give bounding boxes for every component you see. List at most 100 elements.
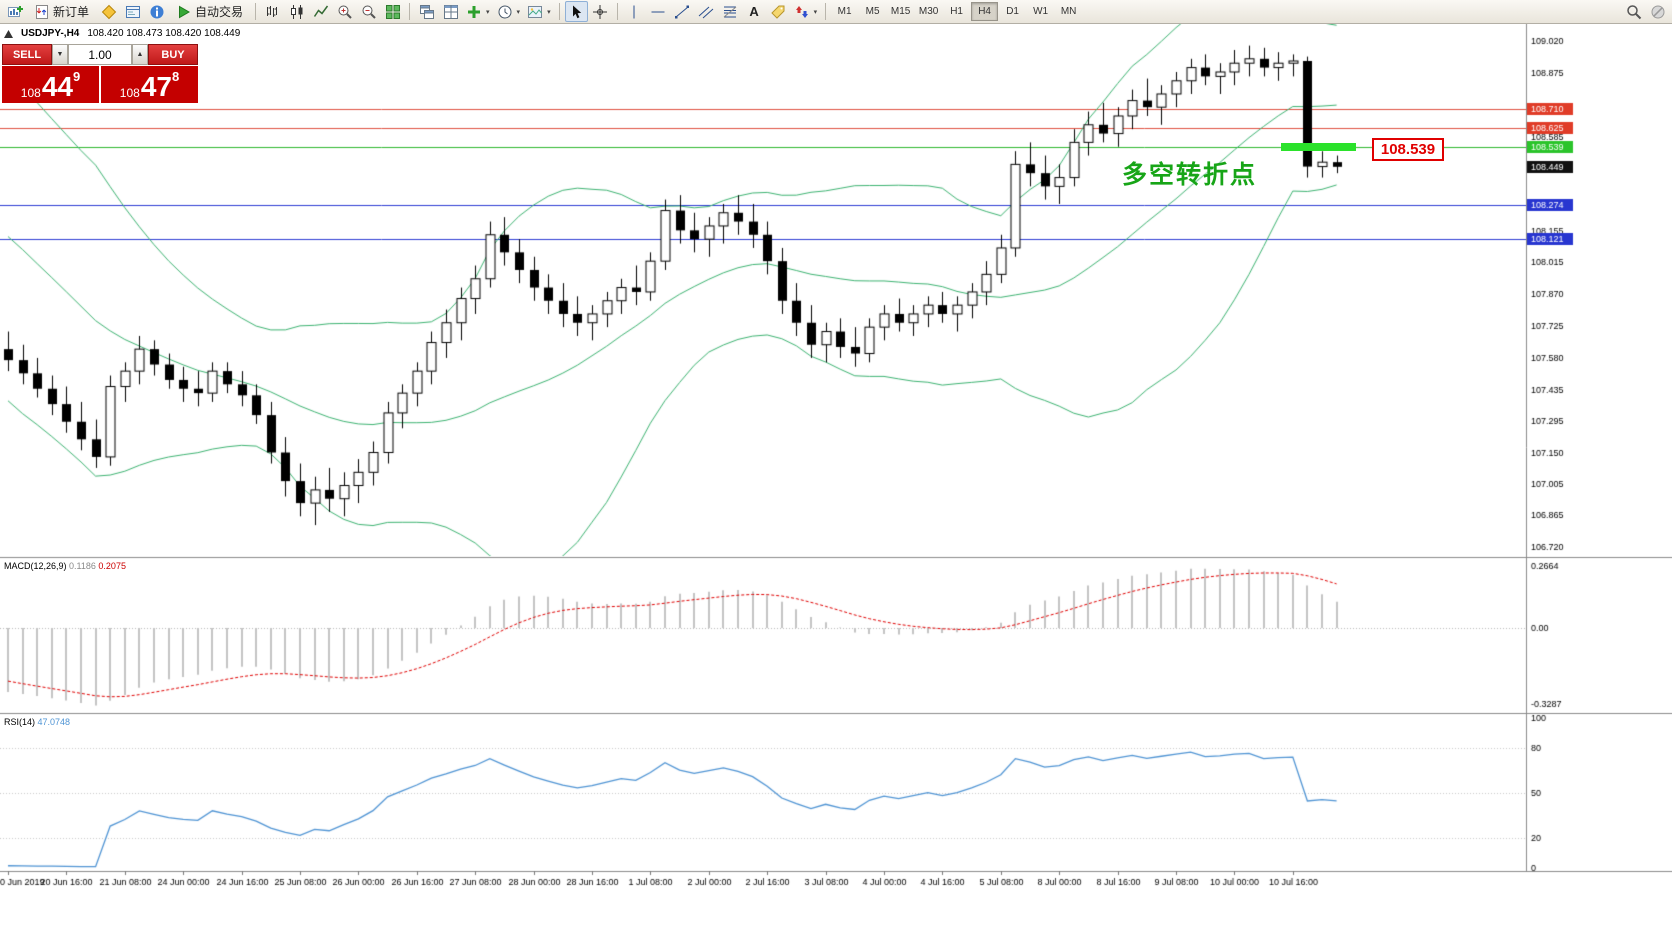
volume-increase-button[interactable]: ▲ <box>132 44 148 65</box>
toolbar-right-group <box>1622 1 1669 22</box>
chart-canvas[interactable] <box>0 24 1672 945</box>
arrows-button[interactable]: ▾ <box>791 1 821 22</box>
text-a-icon: A <box>749 4 759 19</box>
price-tag-label[interactable]: 108.539 <box>1372 138 1444 161</box>
tile-windows-icon <box>443 4 458 19</box>
sell-price-prefix: 108 <box>20 86 41 100</box>
info-icon <box>150 5 164 18</box>
circle-slash-icon <box>1651 5 1664 18</box>
timeframe-m1-button[interactable]: M1 <box>831 2 858 21</box>
plus-icon <box>468 5 481 18</box>
buy-price-big: 47 <box>140 71 172 102</box>
timeframe-h4-button[interactable]: H4 <box>971 2 999 21</box>
bars-chart-icon <box>266 5 277 17</box>
sell-price-panel[interactable]: 108 44 9 <box>2 66 99 103</box>
new-chart-button[interactable] <box>3 1 26 22</box>
channel-button[interactable] <box>695 1 718 22</box>
cursor-icon <box>573 5 582 18</box>
macd-value: 0.1186 <box>69 561 96 571</box>
search-icon <box>1626 4 1641 19</box>
zoom-in-icon <box>338 5 352 19</box>
sell-button[interactable]: SELL <box>2 44 52 65</box>
volume-input[interactable] <box>68 44 132 65</box>
time-scale[interactable] <box>0 872 1526 898</box>
collapse-arrow-icon[interactable] <box>4 29 13 38</box>
vertical-line-button[interactable] <box>623 1 646 22</box>
chart-area: USDJPY-,H4 108.420 108.473 108.420 108.4… <box>0 24 1672 945</box>
chevron-down-icon: ▾ <box>813 8 818 16</box>
chart-line-button[interactable] <box>309 1 332 22</box>
chart-bars-button[interactable] <box>261 1 284 22</box>
tile-horizontal-button[interactable] <box>439 1 462 22</box>
timeframe-m30-button[interactable]: M30 <box>915 2 942 21</box>
toolbar-separator <box>255 3 257 20</box>
cascade-windows-button[interactable] <box>415 1 438 22</box>
timeframe-d1-button[interactable]: D1 <box>999 2 1026 21</box>
price-scale[interactable] <box>1527 24 1672 871</box>
tile-windows-button[interactable] <box>381 1 404 22</box>
tile-grid-icon <box>385 4 400 19</box>
toolbar-separator <box>409 3 411 20</box>
connection-status-icon <box>1646 1 1669 22</box>
caret-down-icon: ▼ <box>56 51 64 58</box>
text-label-button[interactable] <box>767 1 790 22</box>
macd-name: MACD(12,26,9) <box>4 561 67 571</box>
new-order-button[interactable]: 新订单 <box>27 1 96 22</box>
zoom-out-button[interactable] <box>357 1 380 22</box>
trendline-icon <box>675 5 690 18</box>
autotrading-button[interactable]: 自动交易 <box>169 1 250 22</box>
fibonacci-button[interactable] <box>719 1 742 22</box>
chevron-down-icon: ▾ <box>547 8 551 16</box>
volume-decrease-button[interactable]: ▼ <box>52 44 68 65</box>
new-chart-icon <box>7 5 23 17</box>
market-watch-icon <box>125 5 140 18</box>
favorites-button[interactable] <box>97 1 120 22</box>
ohlc-text: 108.420 108.473 108.420 108.449 <box>87 28 241 39</box>
toolbar-separator <box>616 3 618 20</box>
trendline-button[interactable] <box>671 1 694 22</box>
template-icon <box>528 5 543 18</box>
period-button[interactable]: ▾ <box>494 1 524 22</box>
symbol-search-button[interactable] <box>1622 1 1645 22</box>
buy-price-prefix: 108 <box>119 86 140 100</box>
chart-annotation-text[interactable]: 多空转折点 <box>1122 161 1258 189</box>
timeframe-m15-button[interactable]: M15 <box>887 2 914 21</box>
label-tag-icon <box>771 5 785 19</box>
macd-indicator-label: MACD(12,26,9) 0.1186 0.2075 <box>4 561 126 571</box>
chevron-down-icon: ▾ <box>486 8 490 16</box>
cascade-windows-icon <box>419 4 434 19</box>
highlight-bar[interactable] <box>1281 143 1356 151</box>
crosshair-button[interactable] <box>589 1 612 22</box>
new-order-label: 新订单 <box>53 5 90 19</box>
horizontal-line-button[interactable] <box>647 1 670 22</box>
toolbar-separator <box>558 3 560 20</box>
new-order-icon <box>36 4 48 19</box>
cursor-button[interactable] <box>564 1 588 22</box>
zoom-in-button[interactable] <box>333 1 356 22</box>
vertical-line-icon <box>633 5 635 18</box>
trade-controls-row: SELL ▼ ▲ BUY <box>2 44 198 65</box>
caret-up-icon: ▲ <box>136 51 144 58</box>
info-button[interactable] <box>145 1 168 22</box>
add-indicator-button[interactable]: ▾ <box>463 1 493 22</box>
timeframe-w1-button[interactable]: W1 <box>1027 2 1054 21</box>
arrows-icon <box>795 5 808 18</box>
rsi-name: RSI(14) <box>4 717 36 727</box>
horizontal-line-icon <box>651 11 665 12</box>
autotrading-label: 自动交易 <box>195 5 244 19</box>
timeframe-m5-button[interactable]: M5 <box>859 2 886 21</box>
text-button[interactable]: A <box>743 1 766 22</box>
macd-signal-value: 0.2075 <box>98 561 126 571</box>
template-button[interactable]: ▾ <box>524 1 554 22</box>
chart-candles-button[interactable] <box>285 1 308 22</box>
line-chart-icon <box>313 5 328 17</box>
timeframe-h1-button[interactable]: H1 <box>943 2 970 21</box>
buy-price-panel[interactable]: 108 47 8 <box>101 66 198 103</box>
buy-button[interactable]: BUY <box>148 44 198 65</box>
main-toolbar: 新订单 自动交易 ▾ ▾ ▾ A ▾ M1 M5 M15 M30 H1 <box>0 0 1672 24</box>
market-watch-button[interactable] <box>121 1 144 22</box>
timeframe-mn-button[interactable]: MN <box>1055 2 1082 21</box>
clock-icon <box>498 5 512 18</box>
